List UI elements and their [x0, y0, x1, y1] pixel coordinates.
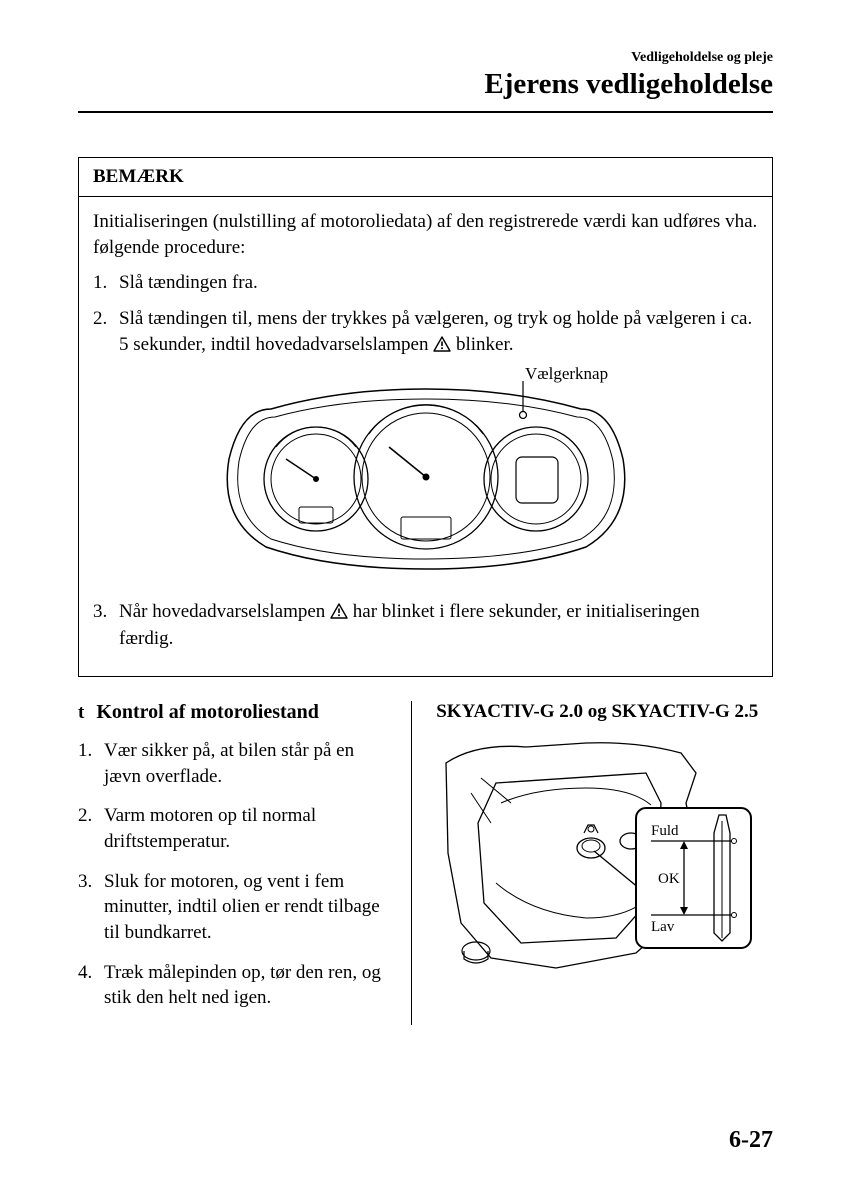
label-full: Fuld — [651, 823, 679, 839]
note-list-2: 3. Når hovedadvarselslampen har blinket … — [93, 599, 758, 652]
note-intro: Initialiseringen (nulstilling af motorol… — [93, 209, 758, 260]
num: 2. — [78, 803, 92, 829]
step-4-text: Træk målepinden op, tør den ren, og stik… — [104, 962, 381, 1009]
num: 2. — [93, 306, 107, 332]
header-category: Vedligeholdelse og pleje — [78, 50, 773, 66]
heading-text: Kontrol af motoroliestand — [96, 701, 319, 724]
instrument-cluster-figure: Vælgerknap — [93, 369, 758, 587]
step-4: 4. Træk målepinden op, tør den ren, og s… — [78, 960, 387, 1011]
note-body: Initialiseringen (nulstilling af motorol… — [79, 197, 772, 676]
engine-dipstick-figure: Fuld Lav OK — [436, 733, 756, 993]
step-3: 3. Sluk for motoren, og vent i fem minut… — [78, 869, 387, 946]
note-list: 1. Slå tændingen fra. 2. Slå tændingen t… — [93, 270, 758, 359]
num: 3. — [78, 869, 92, 895]
note-title: BEMÆRK — [79, 158, 772, 197]
label-ok: OK — [658, 871, 680, 887]
step-2-text: Varm motoren op til normal driftstempera… — [104, 805, 316, 852]
note-item-2-text-b: blinker. — [456, 334, 514, 355]
page-number: 6-27 — [729, 1127, 773, 1154]
column-divider — [411, 701, 412, 1025]
note-item-1-text: Slå tændingen fra. — [119, 272, 258, 293]
instrument-cluster-svg — [211, 369, 641, 579]
heading-marker: t — [78, 702, 84, 724]
header-rule — [78, 111, 773, 113]
step-1-text: Vær sikker på, at bilen står på en jævn … — [104, 740, 354, 787]
note-item-2: 2. Slå tændingen til, mens der trykkes p… — [93, 306, 758, 359]
left-column: t Kontrol af motoroliestand 1. Vær sikke… — [78, 701, 409, 1025]
callout-label: Vælgerknap — [525, 363, 608, 386]
note-item-3: 3. Når hovedadvarselslampen har blinket … — [93, 599, 758, 652]
right-column: SKYACTIV-G 2.0 og SKYACTIV-G 2.5 — [414, 701, 773, 1025]
note-item-3-text-a: Når hovedadvarselslampen — [119, 601, 330, 622]
num: 1. — [78, 738, 92, 764]
num: 4. — [78, 960, 92, 986]
note-box: BEMÆRK Initialiseringen (nulstilling af … — [78, 157, 773, 677]
num: 1. — [93, 270, 107, 296]
right-heading: SKYACTIV-G 2.0 og SKYACTIV-G 2.5 — [436, 701, 773, 723]
num: 3. — [93, 599, 107, 625]
two-column-section: t Kontrol af motoroliestand 1. Vær sikke… — [78, 701, 773, 1025]
step-1: 1. Vær sikker på, at bilen står på en jæ… — [78, 738, 387, 789]
steps-list: 1. Vær sikker på, at bilen står på en jæ… — [78, 738, 387, 1011]
warning-triangle-icon — [433, 334, 451, 360]
step-2: 2. Varm motoren op til normal driftstemp… — [78, 803, 387, 854]
warning-triangle-icon — [330, 601, 348, 627]
page-header: Vedligeholdelse og pleje Ejerens vedlige… — [78, 50, 773, 101]
label-low: Lav — [651, 919, 675, 935]
header-title: Ejerens vedligeholdelse — [78, 68, 773, 101]
section-heading: t Kontrol af motoroliestand — [78, 701, 387, 724]
note-item-1: 1. Slå tændingen fra. — [93, 270, 758, 296]
step-3-text: Sluk for motoren, og vent i fem minutter… — [104, 871, 380, 943]
